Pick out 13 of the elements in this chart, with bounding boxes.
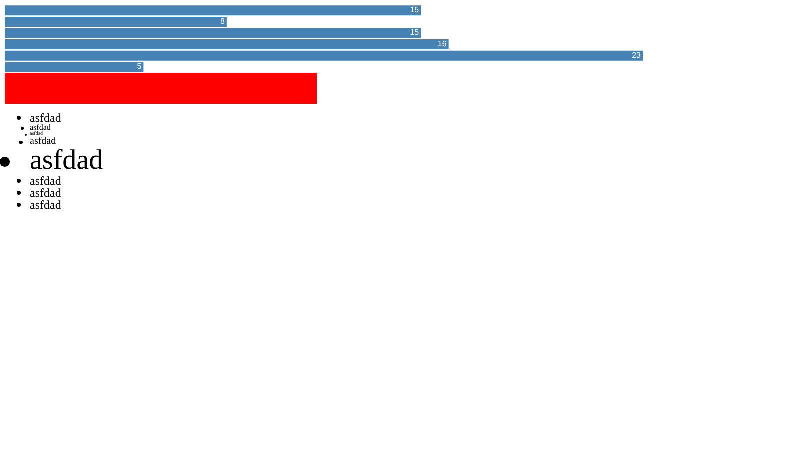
data-label: 23 — [632, 50, 642, 60]
text: asfdad — [30, 174, 62, 188]
data-label: 8 — [220, 16, 226, 26]
text: asfdad — [30, 186, 62, 200]
text: asfdad — [30, 136, 58, 147]
text: asfdad — [30, 144, 104, 176]
data-label: 5 — [137, 62, 142, 72]
text: asfdad — [30, 110, 62, 125]
text: asfdad — [30, 122, 52, 132]
data-label: 15 — [410, 28, 420, 38]
text: asfdad — [30, 198, 62, 212]
data-label: 15 — [410, 6, 420, 15]
data-label: 16 — [438, 40, 448, 49]
